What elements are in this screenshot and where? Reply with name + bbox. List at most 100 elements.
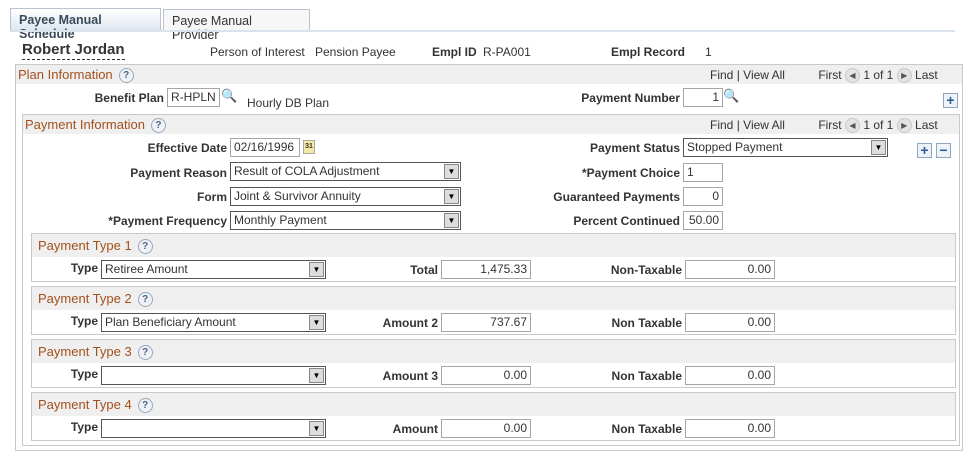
previous-arrow-icon[interactable]: ◀ <box>844 68 860 83</box>
lookup-icon[interactable]: 🔍 <box>723 88 740 103</box>
percent-continued-input[interactable]: 50.00 <box>683 211 723 230</box>
payment-number-label: Payment Number <box>581 91 680 105</box>
payment-information-title: Payment Information <box>25 117 145 132</box>
payment-reason-select[interactable]: Result of COLA Adjustment ▼ <box>230 162 461 181</box>
chevron-down-icon[interactable]: ▼ <box>309 262 324 277</box>
payment-number-input[interactable]: 1 <box>683 88 723 107</box>
previous-arrow-icon[interactable]: ◀ <box>844 118 860 133</box>
payment-type-section: Payment Type 4? Type ▼ Amount 0.00 Non T… <box>31 392 956 441</box>
view-all-link[interactable]: View All <box>743 118 785 132</box>
non-taxable-label: Non-Taxable <box>610 263 682 277</box>
form-value: Joint & Survivor Annuity <box>234 189 361 203</box>
payment-status-value: Stopped Payment <box>687 140 783 154</box>
empl-record-value: 1 <box>705 45 712 59</box>
plan-information-title: Plan Information <box>18 67 113 82</box>
chevron-down-icon[interactable]: ▼ <box>309 368 324 383</box>
tab-payee-manual-provider[interactable]: Payee Manual Provider <box>163 9 310 42</box>
type-select[interactable]: ▼ <box>101 419 326 438</box>
non-taxable-input[interactable]: 0.00 <box>685 260 775 279</box>
payment-frequency-select[interactable]: Monthly Payment ▼ <box>230 211 461 230</box>
payment-information-header: Payment Information? Find | View All Fir… <box>23 115 959 134</box>
non-taxable-label: Non Taxable <box>611 369 682 383</box>
separator: | <box>736 68 740 82</box>
tab-payee-manual-schedule[interactable]: Payee Manual Schedule <box>10 8 161 41</box>
non-taxable-input[interactable]: 0.00 <box>685 313 775 332</box>
payment-choice-input[interactable]: 1 <box>683 163 723 182</box>
payment-type-header: Payment Type 2? <box>32 287 955 310</box>
chevron-down-icon[interactable]: ▼ <box>444 213 459 228</box>
payment-type-title: Payment Type 4 <box>38 397 132 412</box>
help-icon[interactable]: ? <box>118 68 134 83</box>
person-type: Person of Interest <box>210 45 305 59</box>
amount-input[interactable]: 737.67 <box>441 313 531 332</box>
delete-row-button[interactable]: − <box>936 143 951 158</box>
help-icon[interactable]: ? <box>150 118 166 133</box>
guaranteed-payments-input[interactable]: 0 <box>683 187 723 206</box>
type-select[interactable]: Plan Beneficiary Amount ▼ <box>101 313 326 332</box>
payment-type-title: Payment Type 2 <box>38 291 132 306</box>
payment-type-header: Payment Type 4? <box>32 393 955 416</box>
find-link[interactable]: Find <box>710 118 734 132</box>
non-taxable-input[interactable]: 0.00 <box>685 419 775 438</box>
employee-name[interactable]: Robert Jordan <box>22 41 125 60</box>
next-arrow-icon[interactable]: ▶ <box>896 118 912 133</box>
view-all-link[interactable]: View All <box>743 68 785 82</box>
payment-type-title: Payment Type 1 <box>38 238 132 253</box>
type-value: Plan Beneficiary Amount <box>105 315 236 329</box>
payment-type-title: Payment Type 3 <box>38 344 132 359</box>
amount-input[interactable]: 0.00 <box>441 366 531 385</box>
amount-label: Amount 2 <box>382 316 438 330</box>
effective-date-input[interactable]: 02/16/1996 <box>230 138 300 157</box>
first-label: First <box>818 68 842 82</box>
chevron-down-icon[interactable]: ▼ <box>444 189 459 204</box>
help-icon[interactable]: ? <box>137 239 153 254</box>
empl-record-label: Empl Record <box>611 45 686 59</box>
amount-input[interactable]: 0.00 <box>441 419 531 438</box>
non-taxable-input[interactable]: 0.00 <box>685 366 775 385</box>
payment-reason-value: Result of COLA Adjustment <box>234 164 380 178</box>
payment-status-label: Payment Status <box>589 141 680 155</box>
lookup-icon[interactable]: 🔍 <box>221 88 238 103</box>
separator: | <box>736 118 740 132</box>
add-row-button[interactable]: + <box>943 93 958 108</box>
type-label: Type <box>70 420 98 434</box>
help-icon[interactable]: ? <box>137 398 153 413</box>
effective-date-label: Effective Date <box>147 141 227 155</box>
plan-information-header: Plan Information? Find | View All First … <box>16 65 962 84</box>
calendar-icon[interactable]: 31 <box>303 140 315 154</box>
find-link[interactable]: Find <box>710 68 734 82</box>
guaranteed-payments-label: Guaranteed Payments <box>553 190 680 204</box>
form-select[interactable]: Joint & Survivor Annuity ▼ <box>230 187 461 206</box>
row-count: 1 of 1 <box>863 118 894 132</box>
payment-frequency-label: *Payment Frequency <box>108 214 227 228</box>
payment-type-section: Payment Type 2? Type Plan Beneficiary Am… <box>31 286 956 335</box>
type-select[interactable]: ▼ <box>101 366 326 385</box>
percent-continued-label: Percent Continued <box>573 214 680 228</box>
payment-status-select[interactable]: Stopped Payment ▼ <box>683 138 888 157</box>
benefit-plan-input[interactable]: R-HPLN <box>167 88 220 107</box>
plan-information-section: Plan Information? Find | View All First … <box>15 64 963 451</box>
help-icon[interactable]: ? <box>137 292 153 307</box>
type-select[interactable]: Retiree Amount ▼ <box>101 260 326 279</box>
payment-type-header: Payment Type 1? <box>32 234 955 257</box>
payment-information-section: Payment Information? Find | View All Fir… <box>22 114 960 446</box>
payment-type-section: Payment Type 1? Type Retiree Amount ▼ Tot… <box>31 233 956 282</box>
chevron-down-icon[interactable]: ▼ <box>309 315 324 330</box>
type-value: Retiree Amount <box>105 262 188 276</box>
non-taxable-label: Non Taxable <box>611 422 682 436</box>
chevron-down-icon[interactable]: ▼ <box>444 164 459 179</box>
first-label: First <box>818 118 842 132</box>
next-arrow-icon[interactable]: ▶ <box>896 68 912 83</box>
type-label: Type <box>70 261 98 275</box>
amount-label: Total <box>410 263 438 277</box>
benefit-plan-label: Benefit Plan <box>94 91 164 105</box>
help-icon[interactable]: ? <box>137 345 153 360</box>
form-label: Form <box>197 190 227 204</box>
add-row-button[interactable]: + <box>917 143 932 158</box>
last-label: Last <box>915 118 938 132</box>
amount-input[interactable]: 1,475.33 <box>441 260 531 279</box>
type-label: Type <box>70 367 98 381</box>
chevron-down-icon[interactable]: ▼ <box>871 140 886 155</box>
type-label: Type <box>70 314 98 328</box>
chevron-down-icon[interactable]: ▼ <box>309 421 324 436</box>
